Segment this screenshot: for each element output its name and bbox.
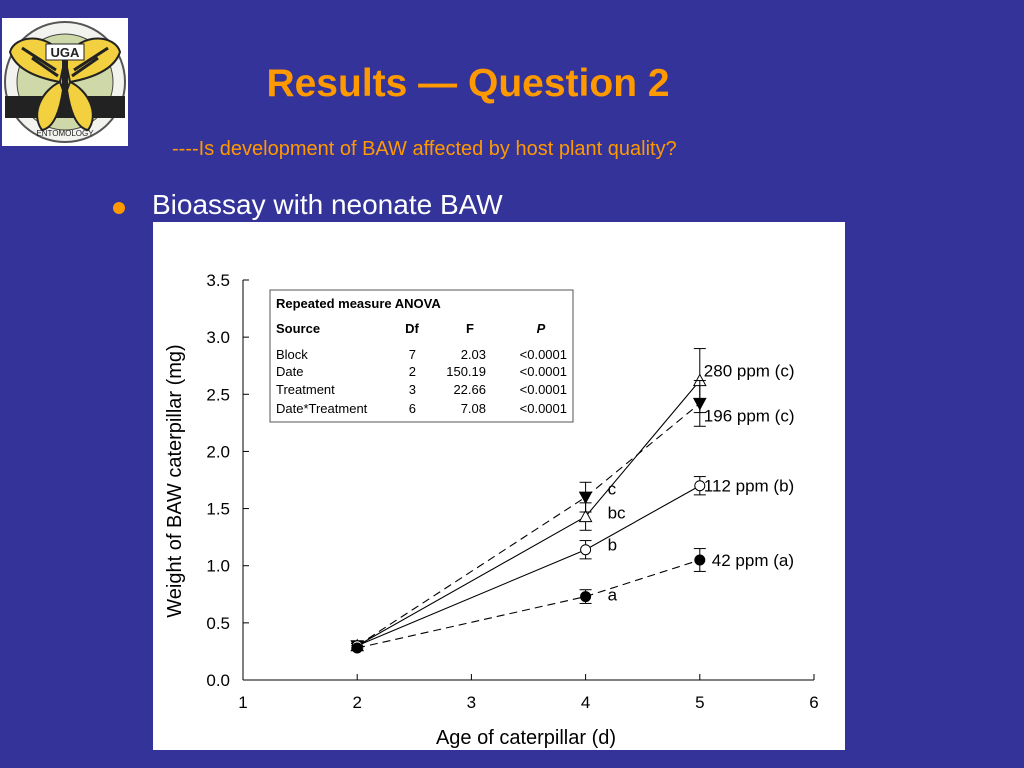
y-tick-label: 0.5 (206, 614, 230, 633)
logo-bottom-text: ENTOMOLOGY (36, 129, 94, 138)
anova-cell: 2.03 (461, 347, 486, 362)
anova-cell: Block (276, 347, 308, 362)
anova-cell: Treatment (276, 382, 335, 397)
x-axis-label: Age of caterpillar (d) (436, 727, 616, 749)
y-axis-label: Weight of BAW caterpillar (mg) (164, 344, 186, 617)
chart-panel: 0.0 0.5 1.0 1.5 2.0 2.5 3.0 3.5 1 2 3 4 5 6 280 ppm (… (153, 222, 845, 750)
x-tick-label: 2 (352, 693, 361, 712)
anova-heading: Repeated measure ANOVA (276, 296, 441, 311)
anova-cell: 22.66 (453, 382, 486, 397)
bullet-icon (113, 202, 125, 214)
data-point (694, 554, 706, 566)
data-point (580, 544, 592, 556)
anova-header-p: P (537, 321, 546, 336)
data-point (694, 480, 706, 492)
y-tick-label: 1.0 (206, 557, 230, 576)
y-tick-label: 0.0 (206, 671, 230, 690)
x-tick-label: 1 (238, 693, 247, 712)
anova-cell: 7.08 (461, 401, 486, 416)
series-label: 112 ppm (b) (704, 477, 794, 496)
anova-cell: 2 (409, 364, 416, 379)
anova-header-df: Df (405, 321, 419, 336)
x-tick-label: 5 (695, 693, 704, 712)
data-point (578, 509, 593, 523)
series-label: 196 ppm (c) (704, 406, 795, 425)
data-point (351, 642, 363, 654)
y-tick-label: 1.5 (206, 500, 230, 519)
anova-cell: 7 (409, 347, 416, 362)
anova-cell: <0.0001 (520, 401, 567, 416)
weight-by-age-chart: 0.0 0.5 1.0 1.5 2.0 2.5 3.0 3.5 1 2 3 4 5 6 280 ppm (… (164, 271, 819, 749)
data-point (578, 491, 593, 505)
uga-entomology-logo: UGA ENTOMOLOGY (2, 18, 128, 146)
butterfly-icon: UGA ENTOMOLOGY (4, 21, 126, 143)
chart-series: 280 ppm (c) 196 ppm (c) 112 ppm (b) 42 ppm … (350, 348, 795, 654)
chart-axes: 0.0 0.5 1.0 1.5 2.0 2.5 3.0 3.5 1 2 3 4 5 6 (206, 271, 818, 712)
y-tick-label: 3.5 (206, 271, 230, 290)
anova-cell: <0.0001 (520, 364, 567, 379)
data-point (580, 591, 592, 603)
data-point (692, 397, 707, 411)
y-tick-label: 2.0 (206, 442, 230, 461)
anova-cell: 150.19 (446, 364, 486, 379)
bullet-text: Bioassay with neonate BAW (152, 189, 503, 220)
series-label: 42 ppm (a) (712, 551, 794, 570)
slide-title: Results — Question 2 (266, 62, 670, 105)
anova-table: Repeated measure ANOVA Source Df F P Blo… (269, 289, 574, 423)
series-line (356, 485, 701, 647)
anova-cell: Date*Treatment (276, 401, 368, 416)
anova-cell: 6 (409, 401, 416, 416)
y-tick-label: 2.5 (206, 385, 230, 404)
y-tick-label: 3.0 (206, 328, 230, 347)
x-tick-label: 3 (467, 693, 476, 712)
significance-letter: b (608, 535, 617, 554)
anova-header-f: F (466, 321, 474, 336)
slide-subtitle: ----Is development of BAW affected by ho… (172, 138, 677, 160)
significance-letter: bc (608, 503, 626, 522)
anova-cell: <0.0001 (520, 347, 567, 362)
x-tick-label: 6 (809, 693, 818, 712)
series-label: 280 ppm (c) (704, 362, 795, 381)
anova-cell: <0.0001 (520, 382, 567, 397)
anova-table-frame (269, 289, 574, 423)
x-tick-label: 4 (581, 693, 590, 712)
series-line (356, 403, 701, 647)
anova-header-source: Source (276, 321, 320, 336)
anova-cell: Date (276, 364, 303, 379)
anova-cell: 3 (409, 382, 416, 397)
significance-letter: a (608, 586, 618, 605)
significance-letter: c (608, 479, 617, 498)
logo-top-text: UGA (51, 45, 81, 60)
